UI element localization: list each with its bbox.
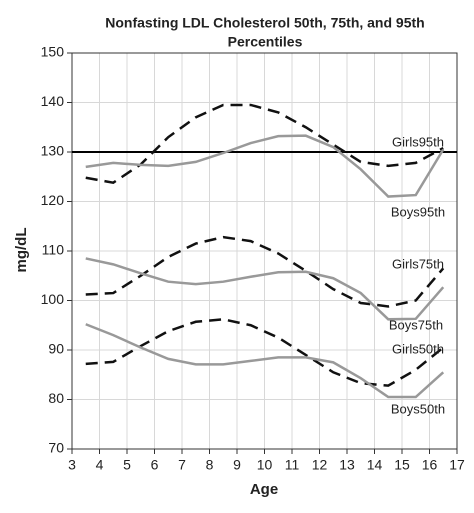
y-tick-label: 90 xyxy=(48,341,64,357)
x-tick-label: 15 xyxy=(394,457,410,473)
series-label: Boys75th xyxy=(389,317,443,332)
x-tick-label: 14 xyxy=(367,457,383,473)
y-tick-label: 150 xyxy=(41,44,65,60)
series-label: Girls50th xyxy=(392,341,444,356)
plot-border xyxy=(71,52,458,450)
x-tick-label: 12 xyxy=(312,457,328,473)
y-tick-label: 100 xyxy=(41,291,65,307)
x-tick-label: 11 xyxy=(285,457,300,473)
x-tick-label: 6 xyxy=(151,457,159,473)
y-tick-label: 70 xyxy=(48,440,64,456)
x-tick-label: 10 xyxy=(257,457,273,473)
chart-title: Percentiles xyxy=(228,34,303,50)
series-label: Boys50th xyxy=(391,401,445,416)
y-axis-label: mg/dL xyxy=(13,228,30,273)
x-tick-label: 17 xyxy=(449,457,465,473)
series-line xyxy=(85,103,444,185)
x-tick-label: 5 xyxy=(123,457,131,473)
x-tick-label: 8 xyxy=(206,457,214,473)
series-line xyxy=(85,134,445,198)
y-tick-label: 80 xyxy=(48,390,64,406)
x-tick-label: 9 xyxy=(233,457,241,473)
x-axis-label: Age xyxy=(250,481,278,498)
y-tick-label: 120 xyxy=(41,192,65,208)
x-tick-label: 3 xyxy=(68,457,76,473)
series-line xyxy=(85,257,445,321)
x-tick-label: 16 xyxy=(422,457,438,473)
chart-title: Nonfasting LDL Cholesterol 50th, 75th, a… xyxy=(105,15,424,31)
y-tick-label: 130 xyxy=(41,143,65,159)
series-line xyxy=(85,318,445,387)
series-label: Boys95th xyxy=(391,204,445,219)
y-tick-label: 110 xyxy=(42,242,65,258)
x-tick-label: 13 xyxy=(339,457,355,473)
series-label: Girls75th xyxy=(392,256,444,271)
x-tick-label: 7 xyxy=(178,457,186,473)
series-label: Girls95th xyxy=(392,134,444,149)
series-line xyxy=(85,235,445,308)
x-tick-label: 4 xyxy=(96,457,104,473)
series-line xyxy=(85,323,445,399)
y-tick-label: 140 xyxy=(41,93,65,109)
